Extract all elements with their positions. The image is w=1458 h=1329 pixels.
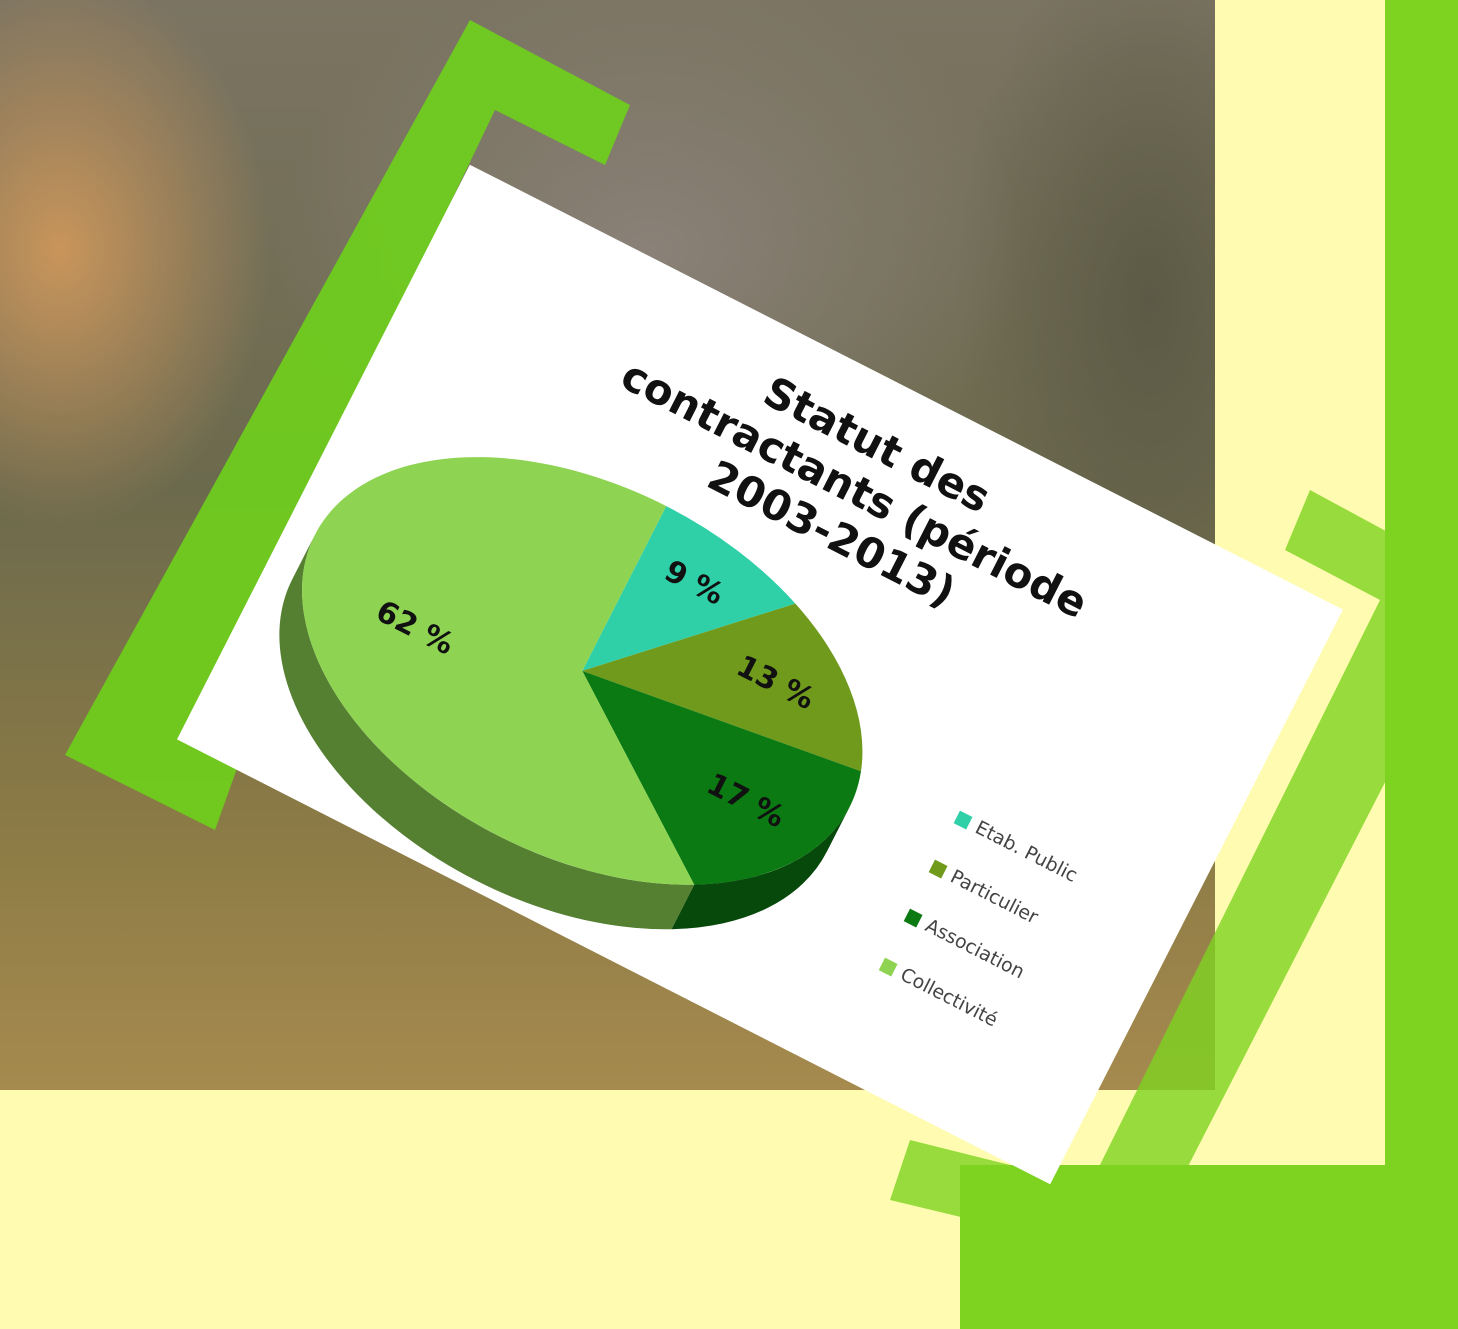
pie-side (279, 534, 695, 930)
legend-label: Etab. Public (972, 817, 1081, 887)
pie-side (671, 807, 850, 930)
chart: 9 %13 %17 %62 %Etab. PublicParticulierAs… (279, 457, 1081, 1032)
right-bracket (890, 490, 1458, 1260)
pie-slice (302, 457, 695, 885)
legend-swatch (878, 957, 898, 977)
legend-swatch (953, 810, 973, 830)
legend-label: Association (922, 915, 1028, 984)
pie-slice (582, 670, 861, 885)
legend-swatch (928, 859, 948, 879)
chart-card: Statut des contractants (période 2003-20… (176, 164, 1344, 1185)
pie-slice (582, 506, 796, 671)
pie-slice (582, 603, 863, 772)
legend-swatch (903, 908, 923, 928)
legend-label: Collectivité (897, 964, 1001, 1032)
left-bracket (65, 20, 630, 830)
legend-label: Particulier (947, 866, 1042, 929)
